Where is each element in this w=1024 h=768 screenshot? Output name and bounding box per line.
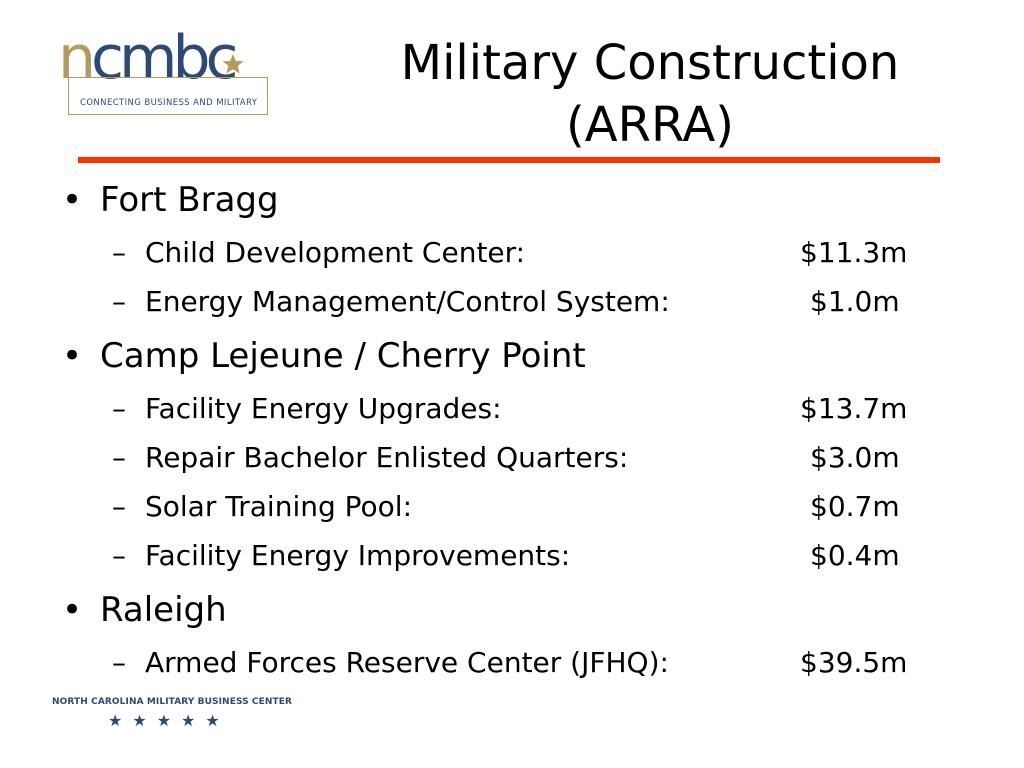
dash-icon: – <box>112 392 126 425</box>
list-item-label: Solar Training Pool: <box>145 490 412 523</box>
list-item: – Repair Bachelor Enlisted Quarters: <box>112 441 628 474</box>
dash-icon: – <box>112 539 126 572</box>
list-item-label: Repair Bachelor Enlisted Quarters: <box>145 441 629 474</box>
bullet-icon: • <box>62 336 83 376</box>
star-icon: ★ <box>181 711 196 730</box>
star-icon: ★ <box>156 711 172 730</box>
list-item-amount: $39.5m <box>800 646 908 679</box>
ncmbc-logo: ncmbc CONNECTING BUSINESS AND MILITARY <box>58 22 270 118</box>
footer-org-name: NORTH CAROLINA MILITARY BUSINESS CENTER <box>52 697 293 707</box>
list-item-label: Armed Forces Reserve Center (JFHQ): <box>145 646 669 679</box>
dash-icon: – <box>112 285 126 318</box>
list-item: – Facility Energy Improvements: <box>112 539 570 572</box>
dash-icon: – <box>112 441 126 474</box>
slide-title-line-1: Military Construction <box>400 35 900 91</box>
title-underline <box>78 157 940 163</box>
list-item-amount: $1.0m <box>810 285 900 318</box>
list-item-label: Energy Management/Control System: <box>145 285 670 318</box>
bullet-icon: • <box>62 590 83 630</box>
list-item: – Energy Management/Control System: <box>112 285 670 318</box>
slide-title-line-2: (ARRA) <box>566 97 734 153</box>
list-item: – Armed Forces Reserve Center (JFHQ): <box>112 646 669 679</box>
logo-tagline-frame <box>68 77 268 115</box>
section-heading-text: Fort Bragg <box>100 180 279 220</box>
list-item-label: Child Development Center: <box>145 236 526 269</box>
section-heading-text: Camp Lejeune / Cherry Point <box>100 336 586 376</box>
list-item-amount: $0.7m <box>810 490 900 523</box>
logo-wordmark: ncmbc <box>58 23 239 93</box>
list-item-amount: $0.4m <box>810 539 900 572</box>
dash-icon: – <box>112 490 126 523</box>
footer-logo: NORTH CAROLINA MILITARY BUSINESS CENTER … <box>52 697 292 737</box>
dash-icon: – <box>112 236 126 269</box>
list-item: – Solar Training Pool: <box>112 490 412 523</box>
star-icon: ★ <box>108 711 123 730</box>
list-item-amount: $13.7m <box>800 392 908 425</box>
list-item-amount: $3.0m <box>810 441 900 474</box>
slide-title: Military Construction (ARRA) <box>330 32 970 156</box>
bullet-icon: • <box>62 180 83 220</box>
list-item: – Child Development Center: <box>112 236 525 269</box>
star-icon: ★ <box>205 711 220 730</box>
dash-icon: – <box>112 646 126 679</box>
list-item: – Facility Energy Upgrades: <box>112 392 502 425</box>
footer-stars: ★ ★ ★ ★ ★ <box>108 713 220 729</box>
logo-star-icon <box>222 54 244 74</box>
star-icon: ★ <box>132 711 147 730</box>
list-item-label: Facility Energy Improvements: <box>145 539 571 572</box>
logo-tagline: CONNECTING BUSINESS AND MILITARY <box>80 98 258 108</box>
list-item-amount: $11.3m <box>800 236 908 269</box>
list-item-label: Facility Energy Upgrades: <box>145 392 502 425</box>
section-heading-text: Raleigh <box>100 590 227 630</box>
